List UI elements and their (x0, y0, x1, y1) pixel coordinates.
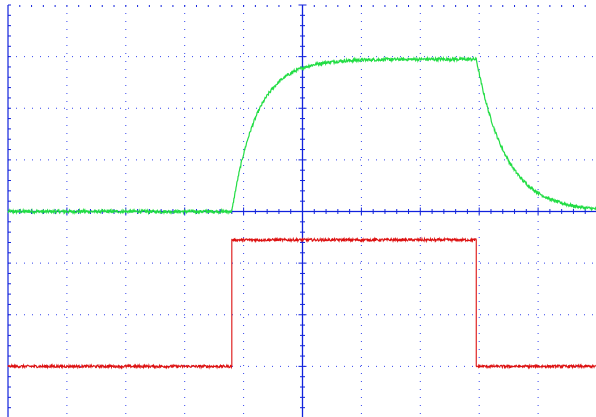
grid (8, 5, 596, 417)
traces (7, 55, 596, 370)
channel-2-trace (7, 236, 596, 370)
channel-1-trace (7, 55, 596, 216)
center-axes (7, 4, 596, 417)
